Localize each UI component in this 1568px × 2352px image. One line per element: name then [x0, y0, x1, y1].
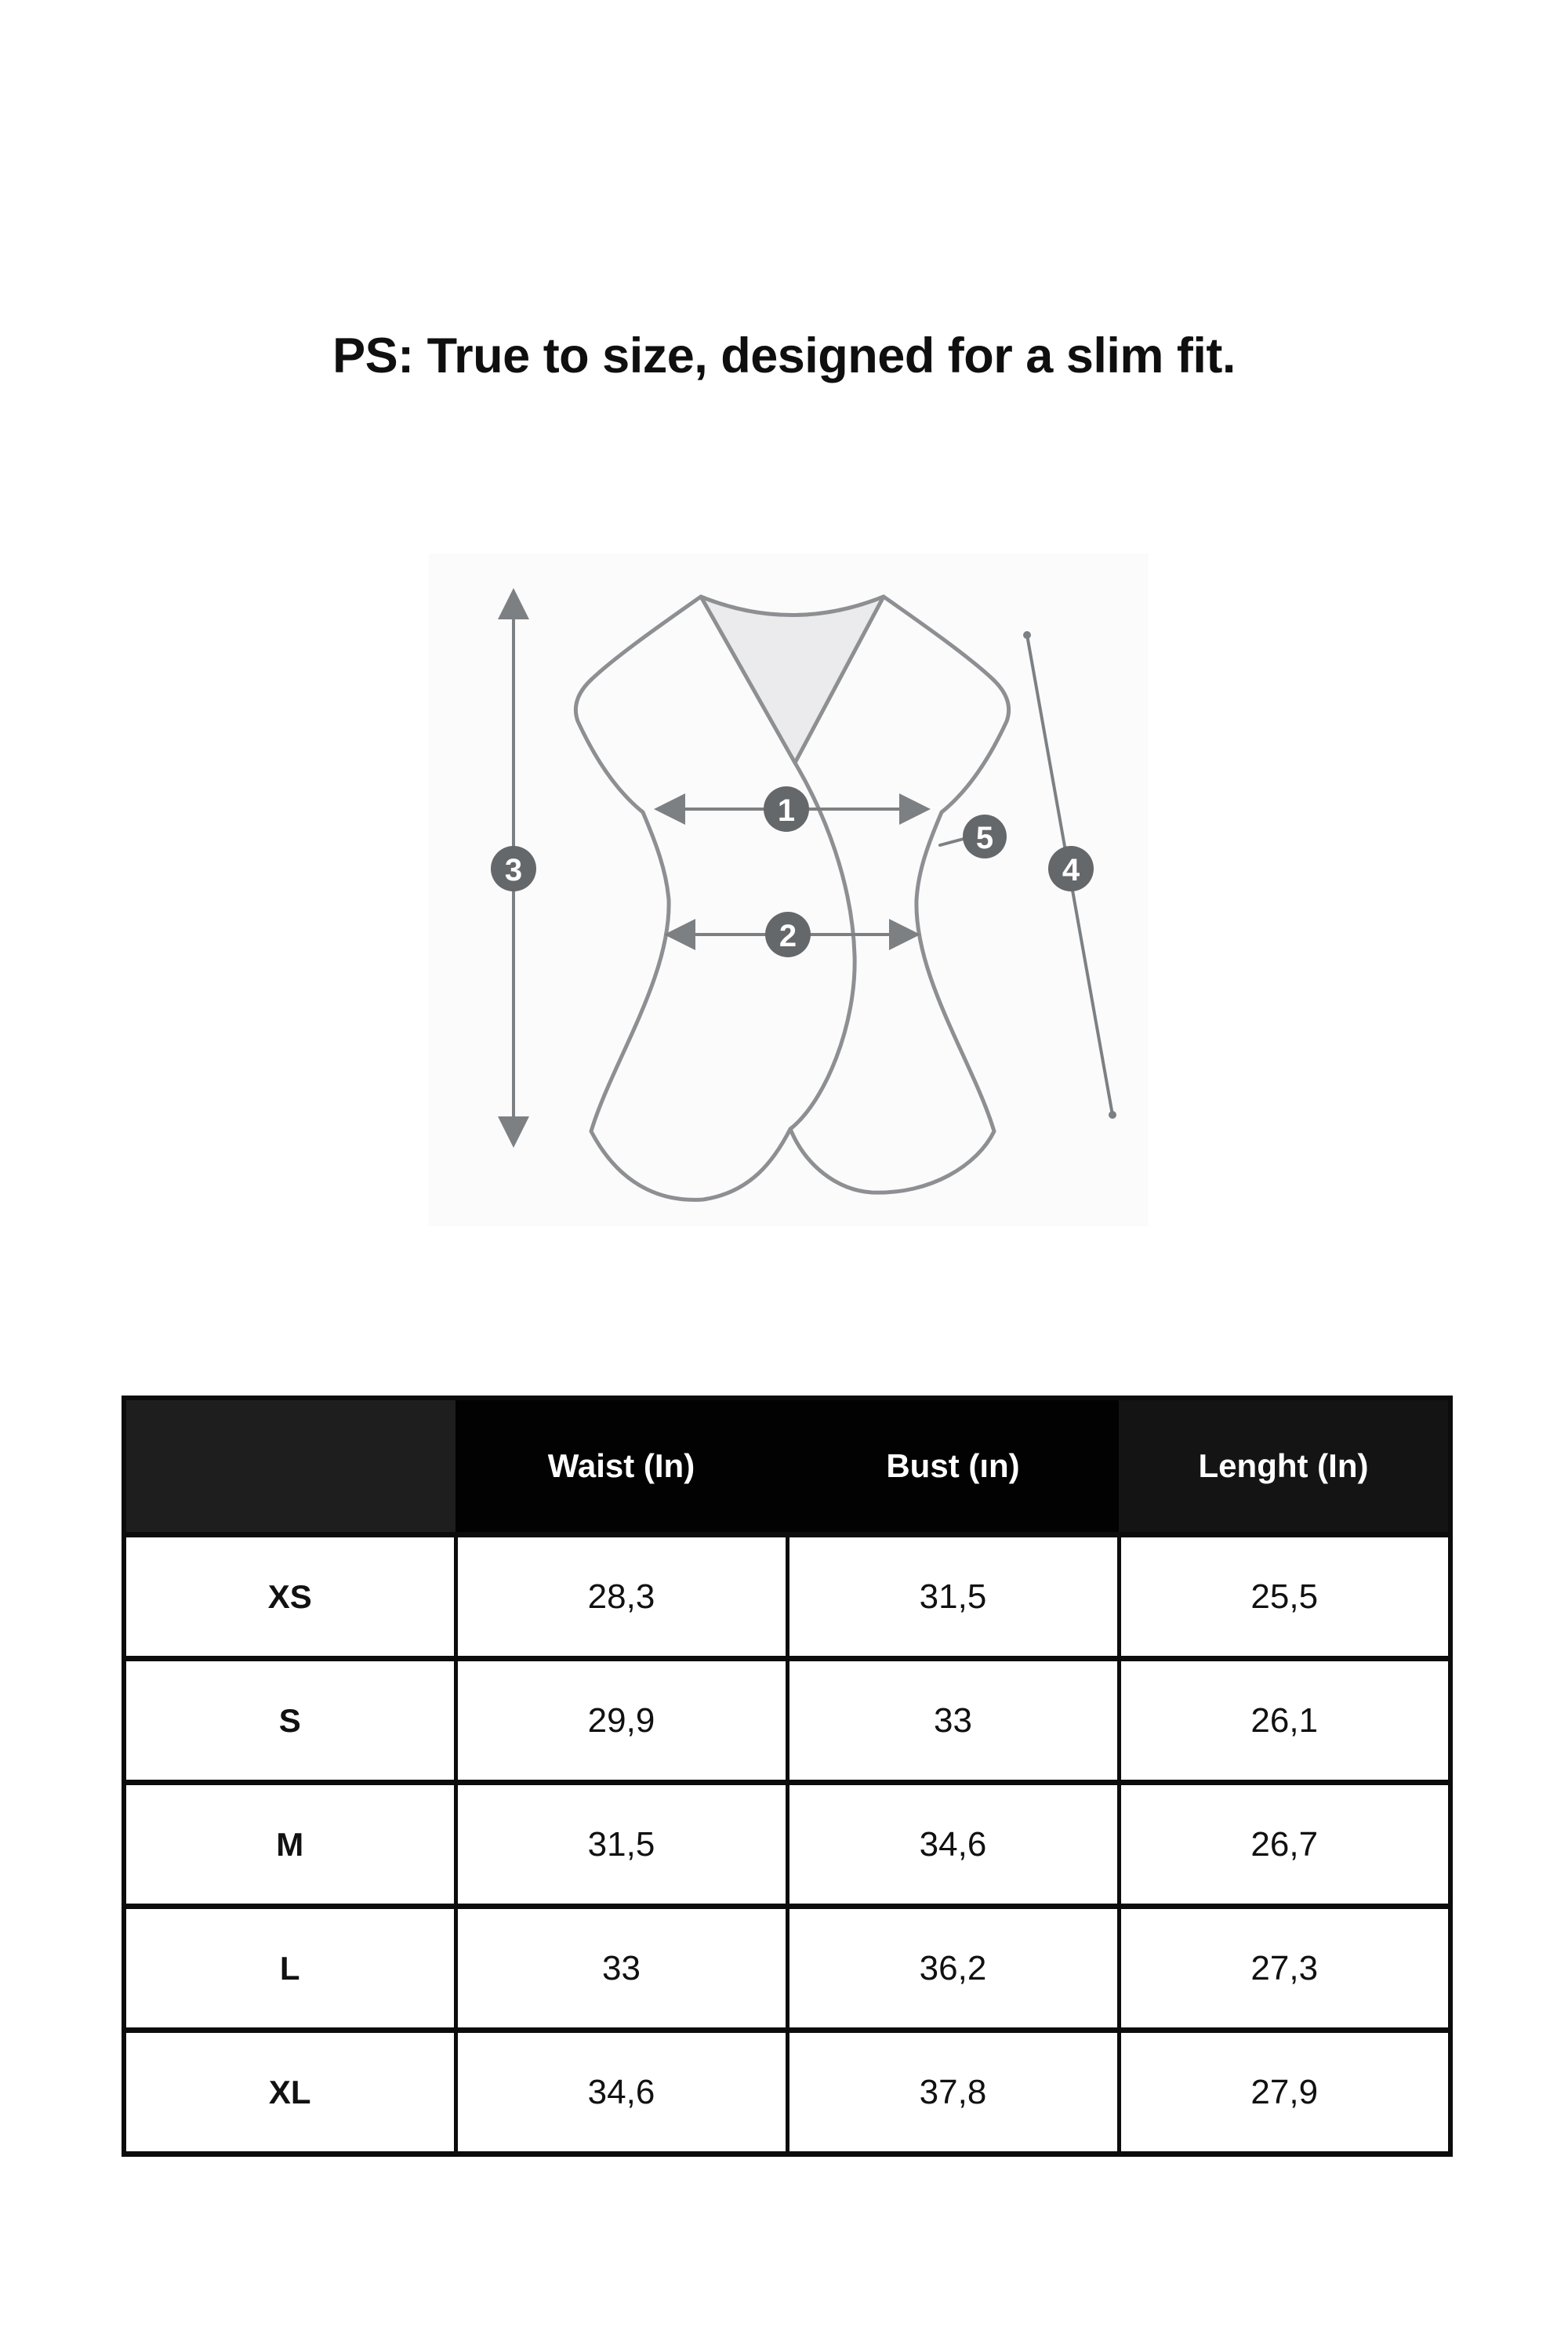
- table-row: M 31,5 34,6 26,7: [122, 1780, 1453, 1909]
- marker-5-leader: [938, 837, 965, 847]
- header-cell-empty: [124, 1398, 456, 1535]
- marker-badge-5: 5: [963, 815, 1007, 858]
- value-cell: 25,5: [1116, 1532, 1453, 1661]
- size-cell: M: [122, 1780, 458, 1909]
- svg-text:4: 4: [1062, 853, 1080, 887]
- marker-badge-2: 2: [765, 912, 811, 957]
- value-cell: 33: [785, 1656, 1121, 1785]
- value-cell: 36,2: [785, 1904, 1121, 2033]
- value-cell: 26,1: [1116, 1656, 1453, 1785]
- size-cell: XS: [122, 1532, 458, 1661]
- value-cell: 28,3: [453, 1532, 789, 1661]
- size-table: Waist (In) Bust (ın) Lenght (In) XS 28,3 3…: [122, 1396, 1453, 2157]
- value-cell: 33: [453, 1904, 789, 2033]
- marker-badge-4: 4: [1048, 846, 1094, 891]
- measurement-diagram: 1 2 3 4 5: [429, 554, 1149, 1226]
- svg-text:3: 3: [505, 853, 522, 887]
- value-cell: 29,9: [453, 1656, 789, 1785]
- table-row: S 29,9 33 26,1: [122, 1656, 1453, 1785]
- value-cell: 37,8: [785, 2027, 1121, 2157]
- garment-left-panel: [573, 594, 857, 1202]
- garment-right-panel: [788, 594, 1011, 1195]
- header-cell-waist: Waist (In): [456, 1398, 787, 1535]
- table-row: L 33 36,2 27,3: [122, 1904, 1453, 2033]
- size-cell: S: [122, 1656, 458, 1785]
- svg-text:5: 5: [976, 821, 993, 855]
- header-cell-bust: Bust (ın): [787, 1398, 1119, 1535]
- value-cell: 27,3: [1116, 1904, 1453, 2033]
- marker-badge-3: 3: [491, 846, 536, 891]
- marker-badge-1: 1: [764, 786, 809, 832]
- value-cell: 34,6: [453, 2027, 789, 2157]
- right-lapel-line: [793, 594, 886, 765]
- value-cell: 34,6: [785, 1780, 1121, 1909]
- size-table-section: Waist (In) Bust (ın) Lenght (In) XS 28,3 3…: [122, 1396, 1453, 2157]
- neckline-curve: [699, 594, 886, 617]
- page-title: PS: True to size, designed for a slim fi…: [332, 328, 1236, 383]
- size-table-header: Waist (In) Bust (ın) Lenght (In): [124, 1398, 1450, 1535]
- value-cell: 27,9: [1116, 2027, 1453, 2157]
- value-cell: 26,7: [1116, 1780, 1453, 1909]
- neckline-fill: [701, 597, 884, 763]
- value-cell: 31,5: [453, 1780, 789, 1909]
- size-cell: L: [122, 1904, 458, 2033]
- svg-text:1: 1: [778, 793, 795, 828]
- size-cell: XL: [122, 2027, 458, 2157]
- value-cell: 31,5: [785, 1532, 1121, 1661]
- header-cell-length: Lenght (In): [1119, 1398, 1450, 1535]
- table-row: XS 28,3 31,5 25,5: [122, 1532, 1453, 1661]
- svg-text:2: 2: [779, 919, 797, 953]
- table-row: XL 34,6 37,8 27,9: [122, 2027, 1453, 2157]
- garment-diagram-svg: 1 2 3 4 5: [491, 588, 1116, 1202]
- size-table-body: XS 28,3 31,5 25,5 S 29,9 33 26,1 M 31,5 34,6 26,7 L 3…: [122, 1532, 1453, 2157]
